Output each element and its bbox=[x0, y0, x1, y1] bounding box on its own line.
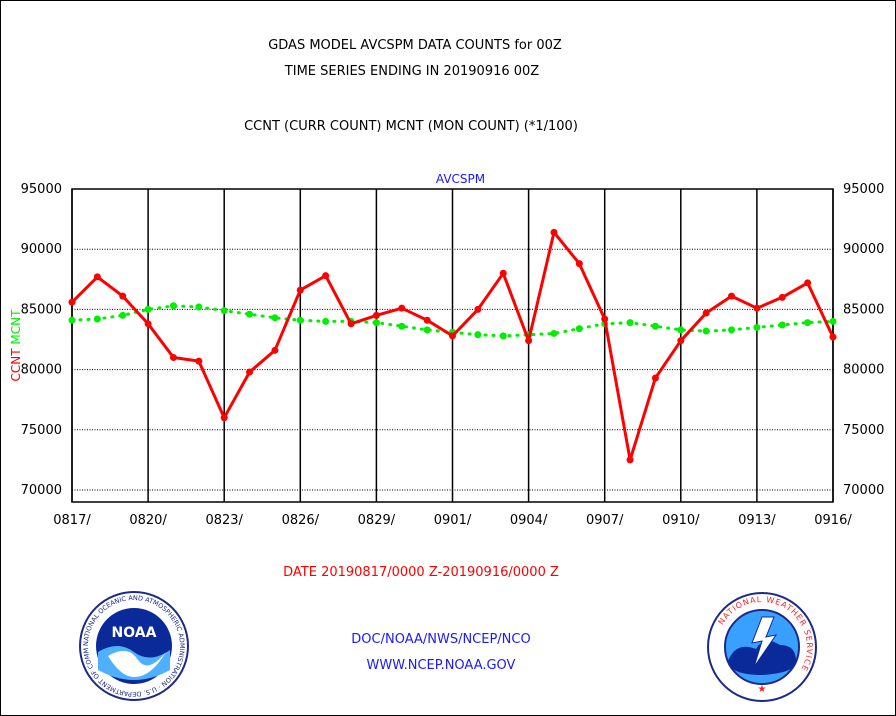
x-tick-label: 0826/ bbox=[282, 513, 320, 528]
data-point-ccnt bbox=[372, 311, 380, 319]
noaa-logo-text: NOAA bbox=[112, 625, 157, 641]
data-point-mcnt bbox=[68, 316, 76, 324]
data-point-mcnt bbox=[144, 305, 152, 313]
x-tick-label: 0829/ bbox=[358, 513, 396, 528]
page-title-line2: TIME SERIES ENDING IN 20190916 00Z bbox=[284, 64, 540, 79]
x-tick-label: 0913/ bbox=[738, 513, 776, 528]
x-tick-label: 0820/ bbox=[129, 513, 167, 528]
data-point-ccnt bbox=[423, 316, 431, 324]
data-point-ccnt bbox=[220, 414, 228, 422]
y-axis-label-ccnt: CCNT bbox=[9, 345, 23, 382]
data-point-mcnt bbox=[93, 315, 101, 323]
data-point-ccnt bbox=[778, 293, 786, 301]
x-axis-label: DATE 20190817/0000 Z-20190916/0000 Z bbox=[283, 565, 559, 580]
data-point-ccnt bbox=[651, 374, 659, 382]
data-point-mcnt bbox=[575, 325, 583, 333]
data-point-ccnt bbox=[829, 333, 837, 341]
data-point-mcnt bbox=[753, 323, 761, 331]
data-point-ccnt bbox=[93, 273, 101, 281]
data-point-ccnt bbox=[601, 315, 609, 323]
page-title-line1: GDAS MODEL AVCSPM DATA COUNTS for 00Z bbox=[268, 38, 562, 53]
data-point-ccnt bbox=[499, 269, 507, 277]
x-tick-label: 0916/ bbox=[814, 513, 852, 528]
data-point-ccnt bbox=[702, 309, 710, 317]
data-point-ccnt bbox=[246, 368, 254, 376]
y-axis-label: CCNT MCNT bbox=[9, 309, 23, 382]
data-point-ccnt bbox=[575, 260, 583, 268]
data-point-ccnt bbox=[296, 286, 304, 294]
data-point-ccnt bbox=[347, 320, 355, 328]
data-point-ccnt bbox=[753, 304, 761, 312]
data-point-ccnt bbox=[626, 456, 634, 464]
data-point-ccnt bbox=[322, 272, 330, 280]
data-point-ccnt bbox=[119, 292, 127, 300]
nws-logo: NATIONAL WEATHER SERVICE ★ bbox=[707, 592, 817, 702]
data-point-mcnt bbox=[677, 326, 685, 334]
data-point-ccnt bbox=[449, 332, 456, 340]
data-point-mcnt bbox=[423, 326, 431, 334]
data-point-mcnt bbox=[626, 319, 634, 327]
data-point-mcnt bbox=[119, 311, 127, 319]
data-point-ccnt bbox=[144, 320, 152, 328]
noaa-logo: NATIONAL OCEANIC AND ATMOSPHERIC ADMINIS… bbox=[78, 590, 189, 701]
data-point-ccnt bbox=[728, 292, 736, 300]
data-point-mcnt bbox=[220, 307, 228, 315]
data-point-mcnt bbox=[322, 317, 330, 325]
chart-title: AVCSPM bbox=[436, 172, 485, 186]
y-tick-label-left: 80000 bbox=[21, 363, 62, 378]
agency-url[interactable]: WWW.NCEP.NOAA.GOV bbox=[366, 658, 516, 673]
x-tick-label: 0823/ bbox=[205, 513, 243, 528]
data-point-mcnt bbox=[550, 329, 558, 337]
y-tick-label-right: 70000 bbox=[843, 483, 884, 498]
x-tick-label: 0907/ bbox=[586, 513, 624, 528]
x-tick-label: 0910/ bbox=[662, 513, 700, 528]
data-point-ccnt bbox=[195, 357, 203, 365]
y-tick-label-right: 75000 bbox=[843, 423, 884, 438]
y-tick-label-right: 80000 bbox=[843, 363, 884, 378]
data-point-ccnt bbox=[550, 228, 558, 236]
data-point-ccnt bbox=[68, 298, 76, 306]
data-point-ccnt bbox=[677, 337, 685, 345]
data-point-ccnt bbox=[398, 304, 406, 312]
y-tick-label-right: 95000 bbox=[843, 182, 884, 197]
data-point-mcnt bbox=[169, 302, 177, 310]
y-tick-label-left: 75000 bbox=[21, 423, 62, 438]
chart-subtitle: CCNT (CURR COUNT) MCNT (MON COUNT) (*1/1… bbox=[244, 119, 578, 134]
x-tick-label: 0817/ bbox=[53, 513, 91, 528]
data-point-ccnt bbox=[804, 279, 812, 287]
data-point-mcnt bbox=[804, 319, 812, 327]
data-point-ccnt bbox=[474, 305, 482, 313]
data-point-mcnt bbox=[728, 326, 736, 334]
y-tick-label-left: 95000 bbox=[21, 182, 62, 197]
agency-text: DOC/NOAA/NWS/NCEP/NCO bbox=[351, 632, 531, 647]
x-tick-label: 0901/ bbox=[434, 513, 472, 528]
data-point-mcnt bbox=[271, 314, 279, 322]
data-point-ccnt bbox=[525, 337, 533, 345]
y-tick-label-right: 85000 bbox=[843, 302, 884, 317]
svg-text:★: ★ bbox=[758, 684, 767, 695]
data-point-mcnt bbox=[474, 331, 482, 339]
data-point-mcnt bbox=[195, 303, 203, 311]
y-tick-label-left: 70000 bbox=[21, 483, 62, 498]
data-point-mcnt bbox=[702, 327, 710, 335]
y-tick-label-right: 90000 bbox=[843, 242, 884, 257]
data-point-mcnt bbox=[499, 332, 507, 340]
y-tick-label-left: 85000 bbox=[21, 302, 62, 317]
x-tick-label: 0904/ bbox=[510, 513, 548, 528]
data-point-mcnt bbox=[296, 316, 304, 324]
data-point-ccnt bbox=[271, 346, 279, 354]
y-tick-label-left: 90000 bbox=[21, 242, 62, 257]
y-axis-label-mcnt: MCNT bbox=[9, 309, 23, 345]
data-point-mcnt bbox=[398, 322, 406, 330]
data-point-ccnt bbox=[169, 354, 177, 362]
data-point-mcnt bbox=[778, 321, 786, 329]
data-point-mcnt bbox=[372, 319, 380, 327]
data-point-mcnt bbox=[246, 310, 254, 318]
data-point-mcnt bbox=[651, 322, 659, 330]
data-point-mcnt bbox=[829, 317, 837, 325]
